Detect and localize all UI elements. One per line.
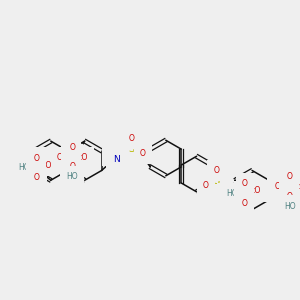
Text: S: S bbox=[69, 152, 75, 162]
Text: S: S bbox=[286, 182, 293, 191]
Text: O: O bbox=[69, 143, 75, 152]
Text: S: S bbox=[213, 176, 220, 186]
Text: HO: HO bbox=[66, 172, 78, 181]
Text: O: O bbox=[242, 199, 248, 208]
Text: HO: HO bbox=[284, 202, 296, 211]
Text: O: O bbox=[287, 192, 292, 201]
Text: O: O bbox=[129, 134, 135, 143]
Text: O: O bbox=[57, 153, 63, 162]
Text: HO: HO bbox=[18, 163, 30, 172]
Text: HO: HO bbox=[227, 189, 238, 198]
Text: O: O bbox=[274, 182, 280, 191]
Text: :O: :O bbox=[80, 153, 88, 162]
Text: H: H bbox=[231, 197, 237, 206]
Text: O: O bbox=[69, 162, 75, 171]
Text: S: S bbox=[242, 189, 248, 199]
Text: :O: :O bbox=[297, 182, 300, 191]
Text: N: N bbox=[224, 190, 230, 199]
Text: :O: :O bbox=[43, 160, 51, 169]
Text: O: O bbox=[34, 173, 39, 182]
Text: O: O bbox=[203, 181, 209, 190]
Text: :O: :O bbox=[252, 187, 261, 196]
Text: O: O bbox=[287, 172, 292, 181]
Text: S: S bbox=[33, 163, 40, 173]
Text: O: O bbox=[140, 149, 146, 158]
Text: S: S bbox=[129, 144, 135, 154]
Text: N: N bbox=[113, 155, 120, 164]
Text: O: O bbox=[242, 179, 248, 188]
Text: H: H bbox=[109, 151, 114, 160]
Text: O: O bbox=[214, 166, 219, 175]
Text: O: O bbox=[34, 154, 39, 163]
